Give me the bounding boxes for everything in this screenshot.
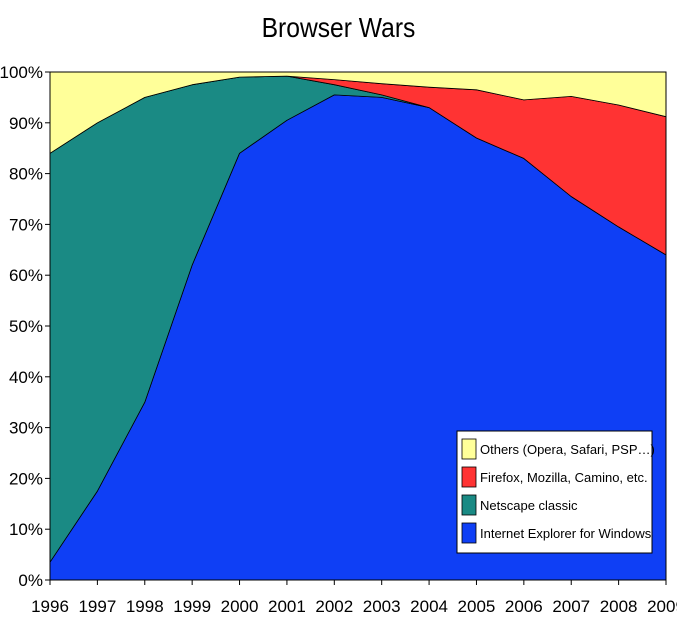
legend-label: Internet Explorer for Windows bbox=[480, 526, 652, 541]
legend-label: Firefox, Mozilla, Camino, etc. bbox=[480, 470, 648, 485]
x-tick-label: 2006 bbox=[505, 597, 543, 616]
y-tick-label: 100% bbox=[0, 63, 43, 82]
y-tick-label: 50% bbox=[9, 317, 43, 336]
y-tick-label: 80% bbox=[9, 165, 43, 184]
x-tick-label: 2008 bbox=[600, 597, 638, 616]
y-tick-label: 90% bbox=[9, 114, 43, 133]
y-tick-label: 0% bbox=[18, 571, 43, 590]
y-tick-label: 20% bbox=[9, 469, 43, 488]
x-tick-label: 2004 bbox=[410, 597, 448, 616]
legend-swatch bbox=[461, 522, 477, 544]
y-tick-label: 70% bbox=[9, 215, 43, 234]
y-tick-label: 60% bbox=[9, 266, 43, 285]
x-tick-label: 1996 bbox=[31, 597, 69, 616]
legend-label: Netscape classic bbox=[480, 498, 578, 513]
x-tick-label: 1997 bbox=[78, 597, 116, 616]
x-tick-label: 2007 bbox=[552, 597, 590, 616]
y-axis: 0% 10% 20% 30% 40% 50% 60% 70% 80% 90% 100% bbox=[0, 63, 50, 590]
x-tick-label: 1998 bbox=[126, 597, 164, 616]
legend-swatch bbox=[461, 438, 477, 460]
y-tick-label: 40% bbox=[9, 368, 43, 387]
x-tick-label: 2005 bbox=[458, 597, 496, 616]
x-tick-label: 2009 bbox=[647, 597, 677, 616]
legend-swatch bbox=[461, 494, 477, 516]
chart-title: Browser Wars bbox=[261, 12, 416, 43]
y-tick-label: 10% bbox=[9, 520, 43, 539]
x-tick-label: 2002 bbox=[315, 597, 353, 616]
legend-swatch bbox=[461, 466, 477, 488]
x-tick-label: 2000 bbox=[221, 597, 259, 616]
x-tick-label: 2001 bbox=[268, 597, 306, 616]
x-tick-label: 1999 bbox=[173, 597, 211, 616]
legend: Others (Opera, Safari, PSP…) Firefox, Moz… bbox=[456, 430, 655, 554]
legend-box bbox=[456, 430, 653, 554]
x-tick-label: 2003 bbox=[363, 597, 401, 616]
x-axis: 1996 1997 1998 1999 2000 2001 2002 2003 2004 2005… bbox=[31, 580, 677, 616]
legend-label: Others (Opera, Safari, PSP…) bbox=[480, 442, 655, 457]
y-tick-label: 30% bbox=[9, 419, 43, 438]
